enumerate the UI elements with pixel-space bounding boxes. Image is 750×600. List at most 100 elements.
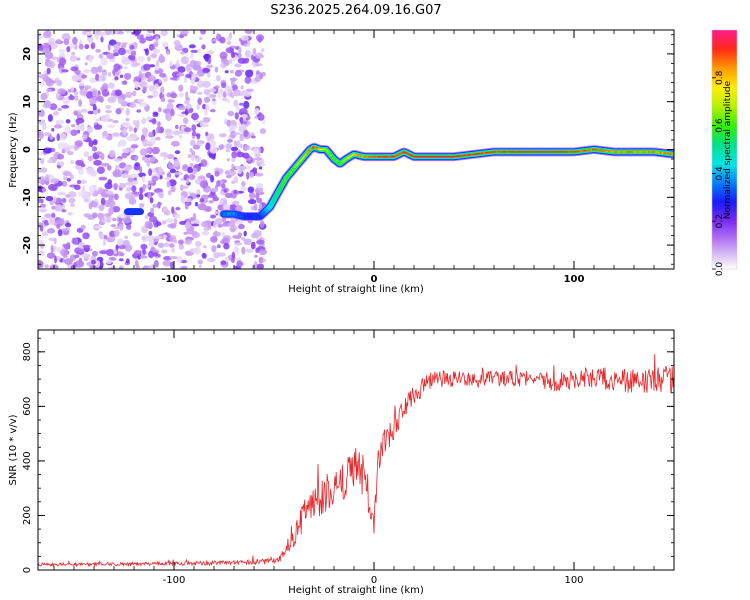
noise-speckle <box>172 130 182 135</box>
noise-speckle <box>62 96 70 105</box>
noise-speckle <box>208 194 217 198</box>
noise-speckle <box>153 260 159 267</box>
noise-speckle <box>106 165 112 171</box>
noise-speckle <box>187 191 192 195</box>
noise-speckle <box>107 43 111 51</box>
noise-speckle <box>201 253 207 259</box>
noise-speckle <box>250 241 256 250</box>
noise-speckle <box>258 248 268 256</box>
noise-speckle <box>143 63 151 71</box>
noise-speckle <box>173 217 178 224</box>
noise-speckle <box>131 185 137 193</box>
noise-speckle <box>224 256 230 262</box>
noise-speckle <box>214 170 220 177</box>
y-tick-label: 0 <box>22 146 33 153</box>
noise-speckle <box>76 129 81 134</box>
noise-speckle <box>148 250 154 259</box>
noise-speckle <box>38 250 45 256</box>
noise-speckle <box>202 103 207 110</box>
noise-speckle <box>148 85 156 92</box>
noise-speckle <box>66 178 72 182</box>
noise-speckle <box>169 223 177 229</box>
noise-speckle <box>80 123 85 131</box>
colorbar-tick-label: 0.8 <box>715 70 725 85</box>
noise-speckle <box>83 198 90 203</box>
noise-speckle <box>145 48 149 56</box>
noise-speckle <box>170 108 175 117</box>
noise-speckle <box>175 207 181 211</box>
noise-speckle <box>152 90 158 98</box>
noise-speckle <box>145 33 152 37</box>
ridge-point <box>269 206 271 208</box>
noise-speckle <box>98 176 108 181</box>
ridge-point <box>280 186 282 189</box>
noise-speckle <box>149 197 154 204</box>
noise-speckle <box>254 190 260 193</box>
noise-speckle <box>188 44 196 49</box>
noise-speckle <box>112 217 117 222</box>
noise-speckle <box>162 220 167 225</box>
noise-speckle <box>88 248 93 252</box>
noise-speckle <box>100 197 106 206</box>
noise-speckle <box>61 197 67 203</box>
noise-speckle <box>54 255 58 264</box>
noise-speckle <box>64 194 71 198</box>
noise-speckle <box>127 50 132 54</box>
noise-speckle <box>107 96 117 103</box>
noise-speckle <box>197 91 203 95</box>
noise-speckle <box>189 148 193 153</box>
noise-speckle <box>152 252 159 257</box>
noise-speckle <box>102 239 106 247</box>
noise-speckle <box>205 104 210 111</box>
noise-speckle <box>71 51 76 56</box>
noise-speckle <box>148 119 157 123</box>
noise-speckle <box>163 242 170 248</box>
noise-speckle <box>78 43 84 50</box>
noise-speckle <box>253 230 262 237</box>
ridge-point <box>272 200 274 203</box>
noise-speckle <box>66 46 71 53</box>
noise-speckle <box>56 79 63 87</box>
noise-speckle <box>100 153 105 161</box>
noise-speckle <box>214 66 219 73</box>
noise-speckle <box>151 168 157 174</box>
noise-speckle <box>177 255 183 263</box>
noise-speckle <box>250 135 256 139</box>
noise-speckle <box>175 124 179 130</box>
noise-speckle <box>128 126 133 132</box>
noise-speckle <box>209 109 216 113</box>
noise-speckle <box>52 111 60 116</box>
noise-speckle <box>45 58 50 62</box>
noise-speckle <box>226 158 230 162</box>
noise-speckle <box>179 34 185 39</box>
y-tick-label: 800 <box>22 342 33 361</box>
noise-speckle <box>68 145 76 149</box>
noise-speckle <box>50 178 59 184</box>
noise-speckle <box>169 168 176 174</box>
x-tick-label: 0 <box>371 274 378 285</box>
noise-speckle <box>167 99 175 103</box>
noise-speckle <box>123 66 129 70</box>
noise-speckle <box>122 216 132 224</box>
spectrogram-noise <box>38 30 268 269</box>
noise-speckle <box>235 105 240 112</box>
noise-speckle <box>206 64 214 69</box>
noise-speckle <box>190 49 199 54</box>
noise-speckle <box>165 135 175 139</box>
noise-speckle <box>219 51 228 60</box>
noise-speckle <box>69 55 78 62</box>
noise-speckle <box>200 198 205 203</box>
noise-speckle <box>62 227 71 232</box>
noise-speckle <box>247 186 255 193</box>
noise-speckle <box>100 162 110 167</box>
noise-speckle <box>91 259 97 265</box>
noise-speckle <box>63 171 72 177</box>
noise-speckle <box>168 190 172 196</box>
noise-speckle <box>58 48 66 53</box>
noise-speckle <box>227 170 236 177</box>
colorbar-tick-label: 0.6 <box>715 118 725 133</box>
noise-speckle <box>48 80 57 84</box>
snr-ticks: -100 0 100 0 200 400 600 800 <box>22 330 675 586</box>
noise-speckle <box>236 247 240 256</box>
noise-speckle <box>124 244 133 252</box>
